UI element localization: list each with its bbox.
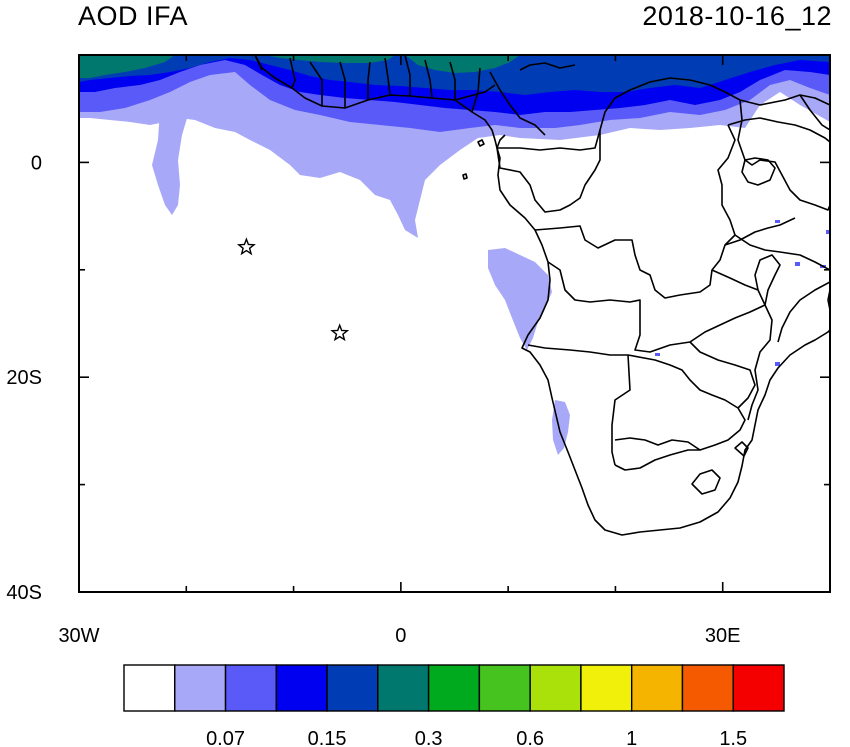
tanzania-zambia-link	[734, 234, 830, 271]
angola-zambia-border	[547, 261, 766, 353]
south-africa-north	[614, 449, 700, 471]
zimbabwe-border	[689, 341, 756, 409]
lake-victoria	[741, 157, 776, 186]
lesotho-border	[691, 469, 721, 495]
bioko-island	[477, 139, 485, 147]
aod-light-plume	[152, 108, 188, 215]
central-africa-borders	[497, 77, 830, 151]
axis-ticks	[78, 54, 831, 593]
colorbar-swatch	[580, 664, 633, 712]
nigeria-inner-border	[454, 84, 496, 101]
colorbar-swatch	[427, 664, 481, 712]
colorbar-swatch	[174, 664, 227, 712]
x-tick-label: 30E	[705, 625, 741, 647]
nigeria-cameroon-border	[489, 71, 546, 136]
mozambique-border	[747, 304, 773, 421]
rwanda-burundi	[724, 217, 796, 246]
africa-coastline	[254, 55, 830, 536]
colorbar	[123, 664, 785, 712]
aod-shading	[79, 55, 830, 455]
colorbar-swatch	[123, 664, 176, 712]
colorbar-label: 0.15	[308, 728, 347, 747]
axis-labels: 30W 0 30E 0 20S 40S	[6, 152, 740, 647]
country-boundaries	[254, 55, 830, 536]
star-marker-st-helena	[330, 323, 350, 342]
kenya-uganda-border	[737, 99, 830, 211]
aod-teal-band	[79, 55, 175, 78]
equatorial-border	[496, 134, 506, 149]
lake-chad-outline	[519, 62, 576, 71]
drc-border	[534, 124, 736, 299]
map-frame	[78, 54, 831, 593]
colorbar-swatch	[224, 664, 278, 712]
colorbar-label: 1.5	[719, 728, 747, 747]
colorbar-swatch	[630, 664, 684, 712]
colorbar-swatch	[681, 664, 734, 712]
y-tick-label: 20S	[6, 367, 42, 389]
y-tick-label: 0	[31, 152, 42, 174]
colorbar-swatch	[529, 664, 582, 712]
colorbar-swatch	[732, 664, 785, 712]
colorbar-swatch	[377, 664, 430, 712]
sao-tome-island	[462, 173, 468, 180]
star-marker-ascension	[236, 237, 256, 256]
swaziland-border	[734, 441, 749, 457]
colorbar-swatch	[275, 664, 328, 712]
x-tick-label: 30W	[58, 625, 99, 647]
colorbar-label: 0.07	[206, 728, 245, 747]
station-markers	[236, 237, 350, 342]
west-africa-borders	[254, 55, 481, 113]
colorbar-label: 0.3	[415, 728, 443, 747]
aod-light-angola-coast	[488, 248, 552, 350]
mozambique-coast-north	[777, 281, 830, 343]
colorbar-swatch	[478, 664, 531, 712]
namibia-border	[527, 344, 631, 466]
colorbar-labels: 0.07 0.15 0.3 0.6 1 1.5	[206, 728, 747, 747]
timestamp-label: 2018-10-16_12	[642, 1, 832, 31]
gabon-congo-borders	[496, 130, 601, 213]
y-tick-label: 40S	[6, 582, 42, 604]
tanzania-border	[727, 117, 830, 143]
map-title: AOD IFA	[78, 1, 189, 31]
botswana-border	[614, 354, 746, 451]
x-tick-label: 0	[395, 625, 406, 647]
east-coast	[799, 94, 830, 131]
aod-teal-band-east	[405, 55, 520, 73]
colorbar-label: 0.6	[516, 728, 544, 747]
malawi-border	[754, 254, 781, 306]
zambia-interior	[711, 269, 766, 306]
colorbar-label: 1	[626, 728, 637, 747]
colorbar-swatch	[326, 664, 379, 712]
aod-teal-band-center	[265, 55, 395, 63]
